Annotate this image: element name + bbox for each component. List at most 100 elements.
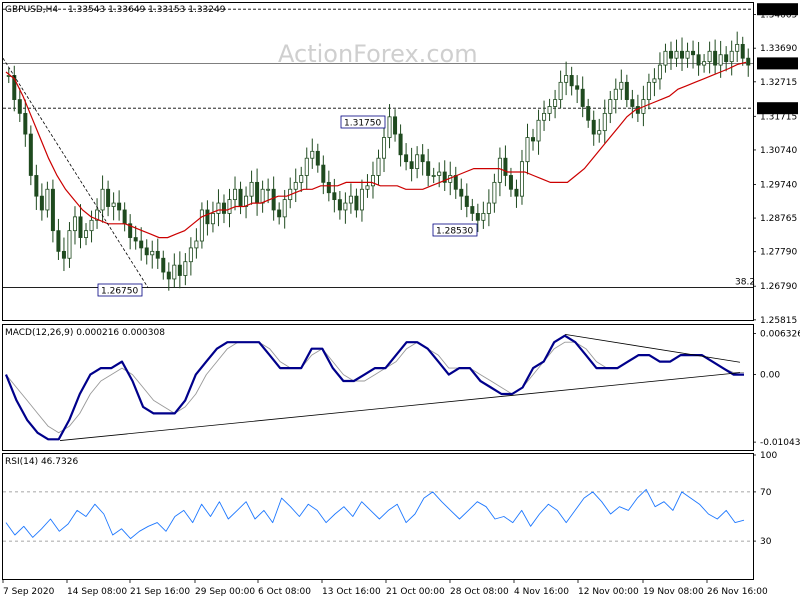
price-candle: [23, 99, 28, 147]
candle-body: [713, 50, 718, 66]
price-candle: [575, 75, 580, 104]
candle-body: [282, 199, 287, 218]
candle-body: [746, 57, 751, 66]
candle-body: [508, 175, 513, 190]
candle-body: [321, 164, 326, 183]
price-candle: [39, 183, 44, 221]
candle-body: [117, 202, 122, 211]
candle-body: [233, 188, 238, 201]
price-candle: [481, 201, 486, 229]
candle-body: [216, 202, 221, 214]
candle-body: [177, 264, 182, 276]
candle-body: [95, 209, 100, 221]
candle-body: [702, 61, 707, 66]
candle-body: [503, 157, 508, 176]
price-tag: 1.34820: [757, 3, 798, 16]
candle-body: [580, 88, 585, 107]
x-tick-label: 21 Sep 16:00: [130, 587, 190, 597]
candle-body: [608, 99, 613, 114]
x-tick-label: 7 Sep 2020: [3, 587, 55, 597]
price-candle: [553, 89, 558, 119]
candle-body: [161, 257, 166, 273]
price-candle: [177, 251, 182, 289]
price-candle: [45, 181, 50, 218]
price-candle: [188, 237, 193, 276]
watermark: ActionForex.com: [278, 40, 478, 68]
candle-body: [564, 75, 569, 83]
price-candle: [161, 250, 166, 280]
price-candle: [183, 253, 188, 286]
candle-body: [238, 188, 243, 207]
price-annotation: 1.31750: [340, 115, 386, 129]
price-tag-label: 1.33249: [760, 60, 797, 70]
candle-body: [431, 175, 436, 177]
candle-body: [619, 81, 624, 90]
price-candle: [707, 41, 712, 74]
candle-body: [34, 175, 39, 197]
price-candle: [470, 198, 475, 222]
price-candle: [597, 118, 602, 143]
price-candle: [525, 123, 530, 175]
candle-body: [56, 230, 61, 252]
price-candle: [210, 201, 215, 233]
candle-body: [100, 188, 105, 211]
price-annotation: 1.28530: [432, 223, 478, 237]
price-candle: [172, 253, 177, 288]
candle-body: [122, 209, 127, 225]
axis-layer: 1.26790 1.27790 1.28765 1.29740 1.30740 1.317…: [2, 3, 800, 597]
price-candle: [746, 48, 751, 77]
price-candle: [128, 214, 133, 250]
candle-body: [299, 175, 304, 183]
candle-body: [453, 175, 458, 190]
x-tick-label: 14 Sep 08:00: [67, 587, 127, 597]
candle-body: [514, 188, 519, 197]
macd-tick-label: 0.00: [760, 371, 780, 381]
price-candle: [564, 61, 569, 96]
price-candle: [602, 99, 607, 144]
candle-body: [23, 112, 28, 135]
candle-body: [459, 188, 464, 197]
price-candle: [244, 186, 249, 219]
price-candle: [591, 110, 596, 146]
candle-body: [475, 213, 480, 221]
price-candle: [431, 167, 436, 184]
price-candle: [332, 178, 337, 213]
rsi-tick-label: 100: [760, 451, 777, 461]
candle-body: [260, 188, 265, 204]
price-tick-label: 1.30740: [760, 146, 797, 156]
price-candle: [486, 189, 491, 227]
price-candle: [387, 104, 392, 149]
price-tick-label: 1.34665: [760, 11, 797, 21]
chart-header-ohlc: 1.33543 1.33649 1.33153 1.33249: [68, 5, 226, 15]
candle-body: [547, 106, 552, 114]
price-candle: [266, 178, 271, 204]
annotation-box: [432, 223, 478, 237]
price-candle: [205, 200, 210, 236]
rsi-title: RSI(14) 46.7326: [5, 457, 78, 467]
price-candle: [315, 143, 320, 173]
price-candle: [370, 161, 375, 199]
candle-body: [310, 150, 315, 159]
candle-body: [718, 54, 723, 66]
candle-body: [78, 216, 83, 238]
candle-body: [221, 202, 226, 214]
candle-body: [624, 81, 629, 100]
price-candle: [100, 175, 105, 223]
annotation-box: [97, 283, 143, 297]
candle-body: [426, 161, 431, 176]
candle-body: [536, 119, 541, 142]
candle-body: [685, 50, 690, 59]
price-candle: [580, 76, 585, 118]
price-candle: [304, 147, 309, 190]
macd-main-line: [4, 334, 744, 441]
candle-body: [420, 154, 425, 163]
macd-tick-label: 0.006326: [760, 330, 800, 340]
candle-body: [255, 181, 260, 204]
price-tag: 1.31950: [757, 102, 798, 115]
candle-body: [597, 130, 602, 135]
price-candle: [28, 125, 33, 186]
price-candle: [514, 179, 519, 208]
candle-body: [343, 202, 348, 211]
price-candle: [547, 98, 552, 121]
candle-body: [326, 181, 331, 194]
